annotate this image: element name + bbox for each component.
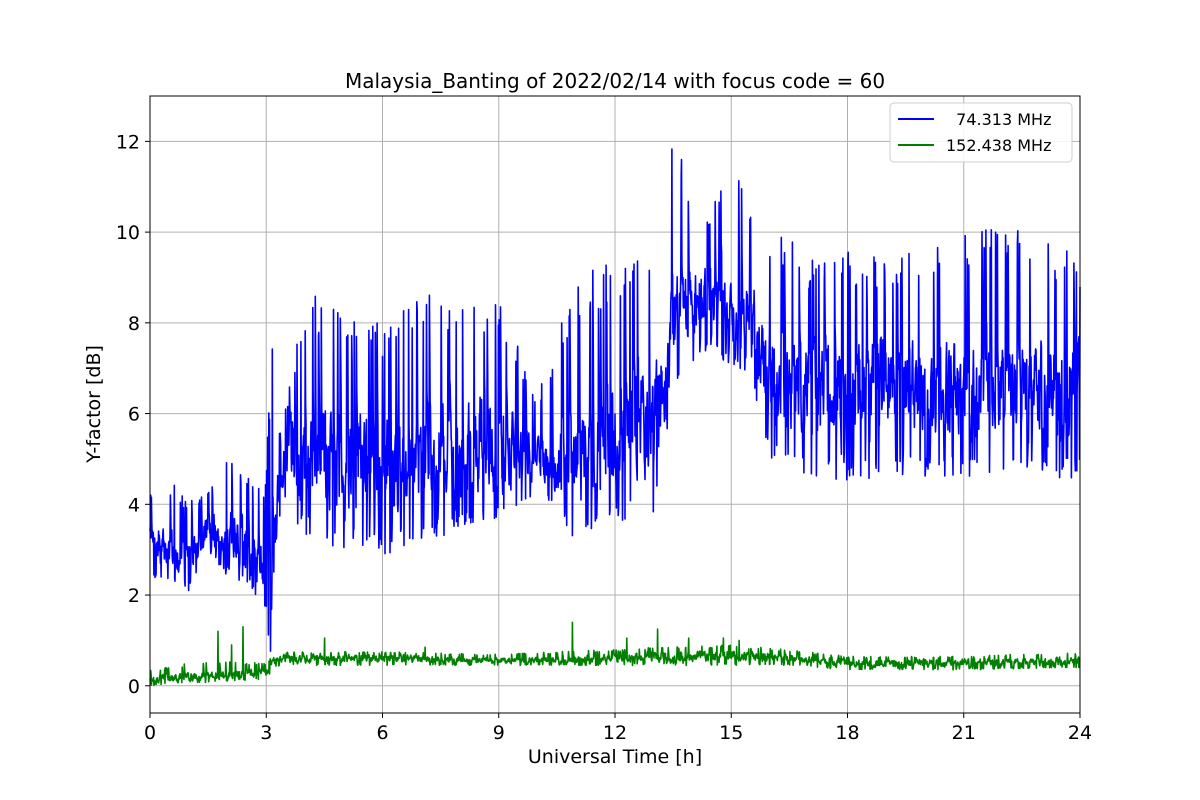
series-line-2	[149, 621, 1081, 686]
y-tick-label: 8	[128, 313, 140, 335]
x-tick-label: 12	[603, 722, 627, 744]
legend: 74.313 MHz 152.438 MHz	[889, 102, 1073, 163]
x-tick-label: 15	[719, 722, 743, 744]
y-tick-label: 2	[128, 585, 140, 607]
x-tick-label: 6	[376, 722, 388, 744]
series-line-1	[149, 148, 1081, 652]
y-tick-label: 6	[128, 404, 140, 426]
x-tick-label: 18	[835, 722, 859, 744]
x-tick-label: 0	[144, 722, 156, 744]
chart-title: Malaysia_Banting of 2022/02/14 with focu…	[345, 69, 885, 93]
y-tick-label: 12	[116, 131, 140, 153]
legend-label-series-1: 74.313 MHz	[946, 110, 1051, 129]
legend-box	[889, 102, 1073, 163]
y-tick-label: 0	[128, 676, 140, 698]
x-tick-label: 3	[260, 722, 272, 744]
series-lines	[149, 148, 1081, 686]
y-axis-label: Y-factor [dB]	[83, 345, 105, 464]
legend-label-series-2: 152.438 MHz	[946, 136, 1051, 155]
y-tick-label: 10	[116, 222, 140, 244]
x-tick-label: 21	[952, 722, 976, 744]
x-tick-label: 24	[1068, 722, 1092, 744]
y-tick-label: 4	[128, 494, 140, 516]
x-axis-label: Universal Time [h]	[528, 746, 702, 768]
x-tick-label: 9	[493, 722, 505, 744]
